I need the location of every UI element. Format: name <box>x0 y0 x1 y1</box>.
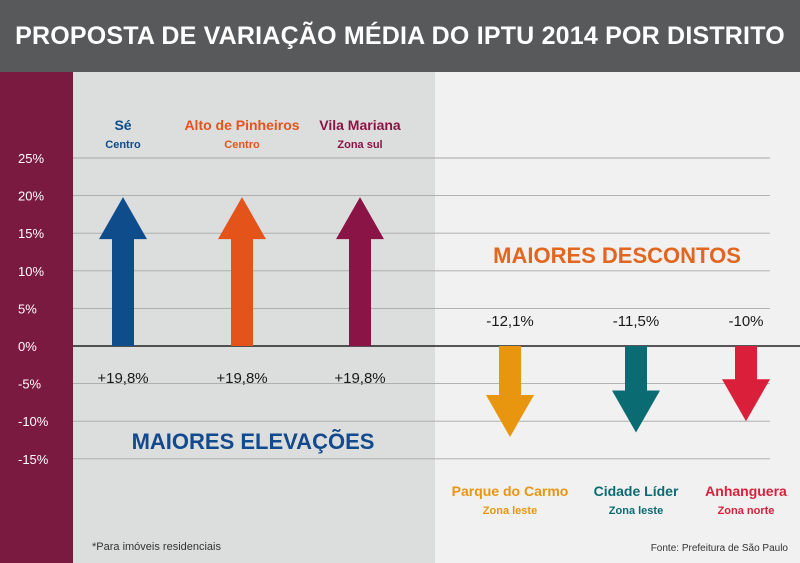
y-tick-label: 10% <box>18 264 44 279</box>
district-zone: Centro <box>224 139 260 151</box>
y-tick-label: -5% <box>18 377 42 392</box>
arrow-cidade-l-der <box>612 346 660 433</box>
arrow-parque-do-carmo <box>486 346 534 437</box>
sidebar-band <box>0 72 73 563</box>
district-zone: Centro <box>105 139 141 151</box>
y-tick-label: 25% <box>18 151 44 166</box>
value-label: -12,1% <box>486 313 534 330</box>
district-name: Vila Mariana <box>319 117 401 133</box>
district-zone: Zona leste <box>609 505 663 517</box>
district-name: Alto de Pinheiros <box>184 117 299 133</box>
arrow-alto-de-pinheiros <box>218 197 266 346</box>
district-name: Anhanguera <box>705 483 787 499</box>
value-label: +19,8% <box>334 370 385 387</box>
y-tick-label: 5% <box>18 301 37 316</box>
district-name: Cidade Líder <box>594 483 679 499</box>
heading-decreases: MAIORES DESCONTOS <box>493 243 741 268</box>
district-name: Sé <box>114 117 131 133</box>
y-tick-label: 20% <box>18 189 44 204</box>
chart-title: PROPOSTA DE VARIAÇÃO MÉDIA DO IPTU 2014 … <box>15 21 785 50</box>
title-bar: PROPOSTA DE VARIAÇÃO MÉDIA DO IPTU 2014 … <box>0 0 800 72</box>
district-name: Parque do Carmo <box>452 483 569 499</box>
arrow-s- <box>99 197 147 346</box>
y-tick-label: -15% <box>18 452 49 467</box>
y-tick-label: -10% <box>18 414 49 429</box>
arrow-vila-mariana <box>336 197 384 346</box>
district-zone: Zona norte <box>718 505 775 517</box>
district-zone: Zona leste <box>483 505 537 517</box>
value-label: -10% <box>728 313 763 330</box>
decrease-panel <box>435 72 800 563</box>
value-label: +19,8% <box>97 370 148 387</box>
value-label: +19,8% <box>216 370 267 387</box>
arrow-anhanguera <box>722 346 770 422</box>
footnote: *Para imóveis residenciais <box>92 541 221 553</box>
y-tick-label: 0% <box>18 339 37 354</box>
source-note: Fonte: Prefeitura de São Paulo <box>650 543 788 554</box>
district-zone: Zona sul <box>337 139 382 151</box>
value-label: -11,5% <box>613 313 659 330</box>
y-tick-label: 15% <box>18 226 44 241</box>
heading-increases: MAIORES ELEVAÇÕES <box>132 429 375 454</box>
